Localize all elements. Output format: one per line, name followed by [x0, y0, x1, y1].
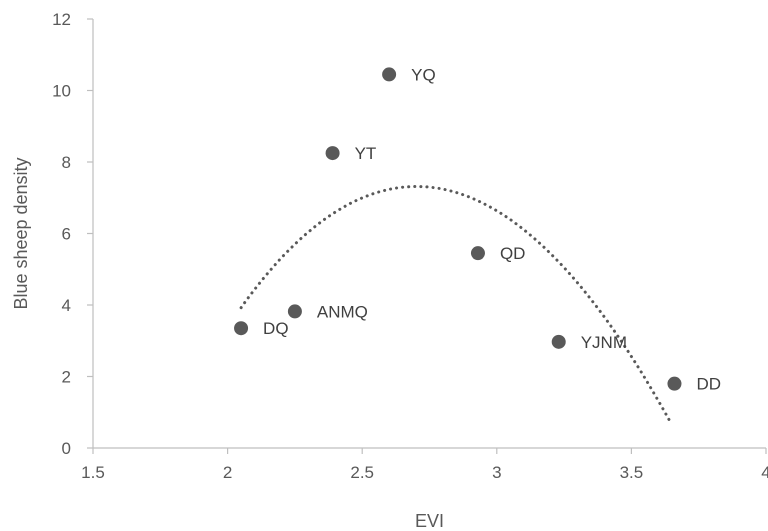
- data-points: DQ ANMQ YT YQ QD YJNM DD: [234, 65, 721, 394]
- x-tick-label: 1.5: [81, 463, 105, 482]
- data-point-label: DD: [696, 375, 721, 394]
- data-point-label: YT: [355, 144, 377, 163]
- trendline: [239, 185, 674, 427]
- y-axis-title: Blue sheep density: [11, 157, 31, 309]
- x-tick-label: 2: [223, 463, 232, 482]
- y-tick-label: 6: [62, 225, 71, 244]
- data-point-label: YJNM: [581, 333, 627, 352]
- axes: [87, 18, 767, 454]
- y-tick-label: 0: [62, 439, 71, 458]
- data-point-label: YQ: [411, 65, 436, 84]
- x-tick-label: 4: [761, 463, 768, 482]
- data-point: [234, 321, 249, 336]
- y-tick-label: 2: [62, 368, 71, 387]
- tick-labels: 0 2 4 6 8 10 12 1.5 2 2.5 3 3.5 4: [52, 10, 768, 482]
- data-point-label: QD: [500, 244, 526, 263]
- data-point: [551, 334, 566, 349]
- trendline-group: [239, 185, 674, 427]
- x-tick-label: 2.5: [350, 463, 374, 482]
- data-point: [382, 67, 397, 82]
- data-point-label: DQ: [263, 319, 289, 338]
- data-point: [470, 246, 485, 261]
- x-tick-label: 3.5: [620, 463, 644, 482]
- y-tick-label: 10: [52, 82, 71, 101]
- x-tick-label: 3: [492, 463, 501, 482]
- y-tick-label: 4: [62, 296, 71, 315]
- data-point: [667, 376, 682, 391]
- x-axis-title: EVI: [415, 511, 444, 531]
- data-point-label: ANMQ: [317, 302, 368, 321]
- data-point: [287, 304, 302, 319]
- y-tick-label: 12: [52, 10, 71, 29]
- y-tick-label: 8: [62, 153, 71, 172]
- data-point: [325, 146, 340, 161]
